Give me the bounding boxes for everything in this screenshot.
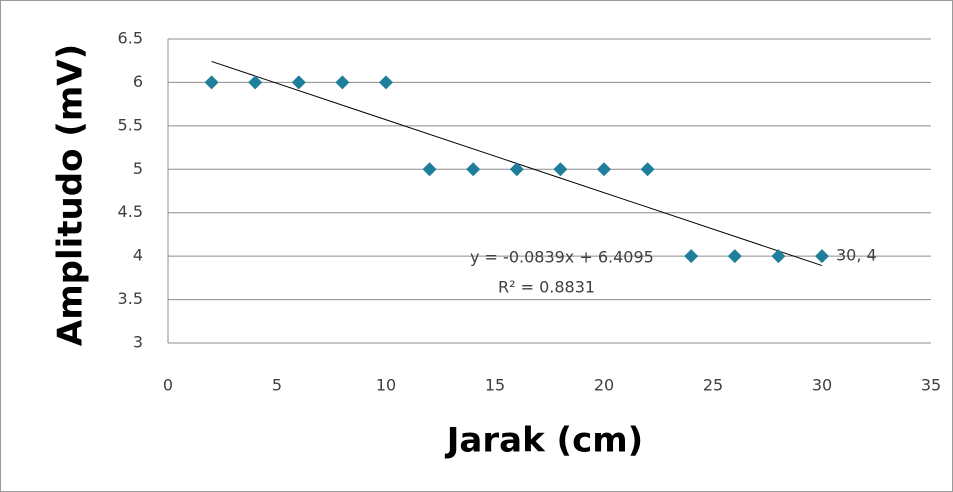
x-tick-label: 5 [272,376,282,395]
trendline-equation: y = -0.0839x + 6.4095 [470,248,654,267]
y-tick-label: 3 [133,333,143,352]
chart-frame [1,1,953,492]
y-tick-label: 5 [133,159,143,178]
x-tick-label: 15 [485,376,505,395]
x-tick-label: 10 [376,376,396,395]
chart: Jarak (cm) Amplitudo (mV) 3 3.5 4 4.5 5 5.5 6 6… [0,0,953,492]
x-tick-label: 25 [703,376,723,395]
data-label: 30, 4 [836,246,877,265]
x-tick-label: 30 [812,376,832,395]
x-tick-label: 20 [594,376,614,395]
y-tick-label: 3.5 [118,289,143,308]
y-tick-label: 4 [133,246,143,265]
trendline-r-squared: R² = 0.8831 [498,278,595,297]
y-axis-title: Amplitudo (mV) [51,44,91,346]
y-tick-label: 6.5 [118,29,143,48]
x-tick-label: 0 [163,376,173,395]
x-tick-label: 35 [921,376,941,395]
y-tick-label: 5.5 [118,115,143,134]
y-tick-label: 4.5 [118,202,143,221]
y-tick-label: 6 [133,72,143,91]
x-axis-title: Jarak (cm) [445,421,643,461]
